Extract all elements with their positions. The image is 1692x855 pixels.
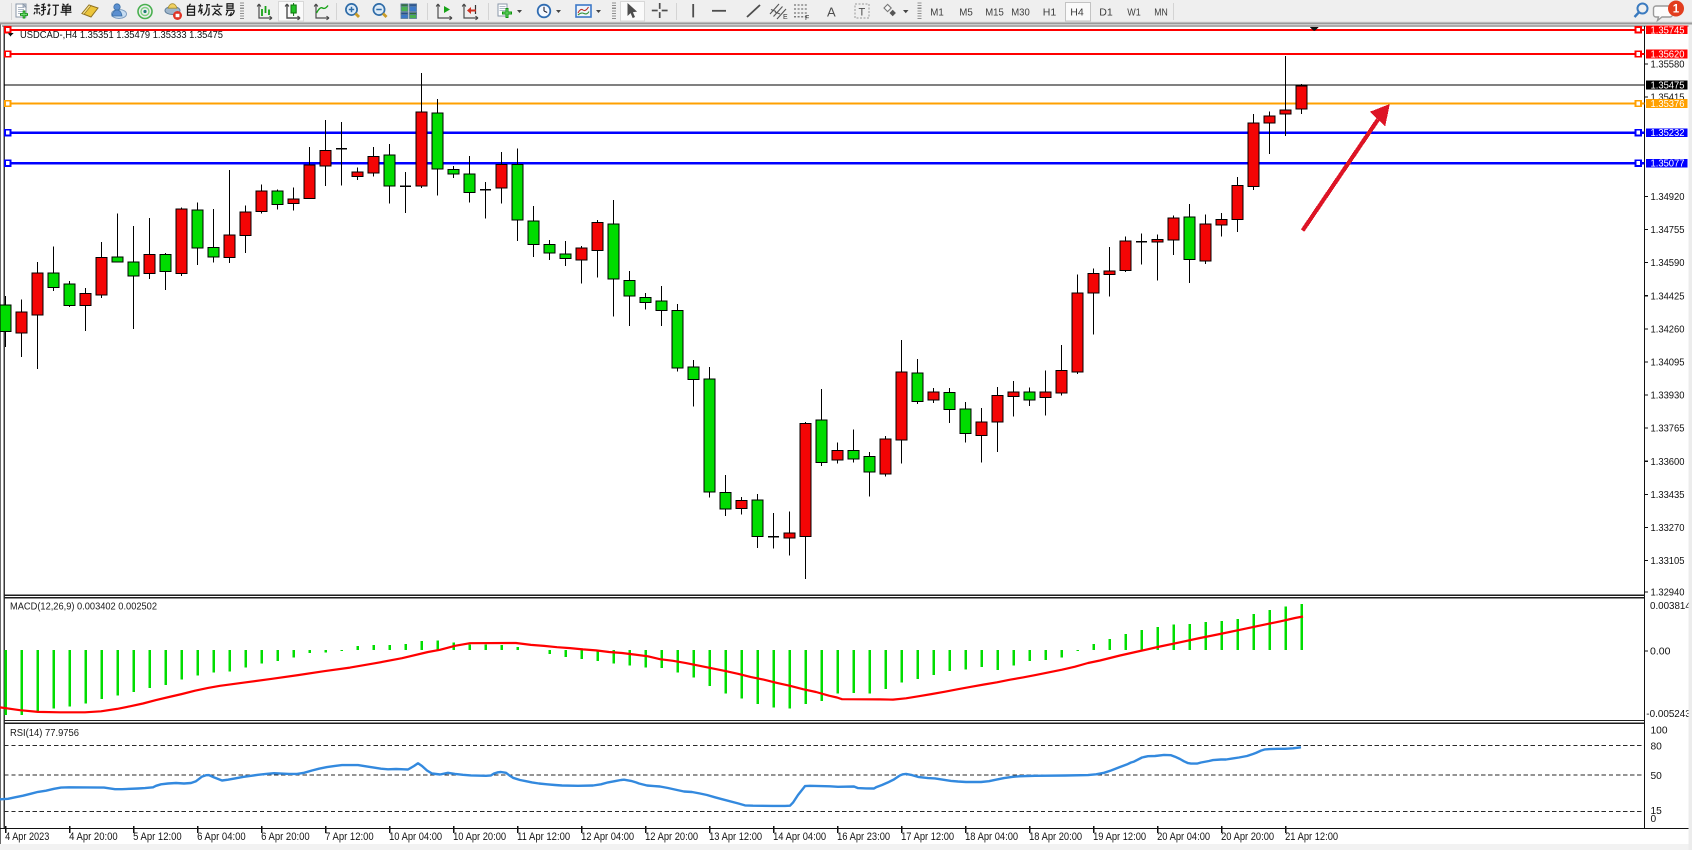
svg-text:MACD(12,26,9) 0.003402 0.00250: MACD(12,26,9) 0.003402 0.002502: [10, 602, 157, 613]
svg-text:4 Apr 20:00: 4 Apr 20:00: [69, 831, 118, 843]
svg-text:11 Apr 12:00: 11 Apr 12:00: [517, 831, 570, 843]
svg-text:1.34590: 1.34590: [1651, 258, 1685, 269]
svg-text:MN: MN: [1154, 6, 1168, 18]
svg-text:1.33600: 1.33600: [1651, 457, 1685, 468]
svg-text:4 Apr 2023: 4 Apr 2023: [5, 831, 49, 843]
svg-text:F: F: [805, 15, 809, 22]
svg-text:18 Apr 04:00: 18 Apr 04:00: [965, 831, 1018, 843]
svg-text:21 Apr 12:00: 21 Apr 12:00: [1285, 831, 1338, 843]
svg-text:5 Apr 12:00: 5 Apr 12:00: [133, 831, 182, 843]
svg-text:10 Apr 04:00: 10 Apr 04:00: [389, 831, 442, 843]
svg-text:12 Apr 20:00: 12 Apr 20:00: [645, 831, 698, 843]
svg-text:100: 100: [1651, 725, 1668, 736]
svg-text:1.35232: 1.35232: [1651, 128, 1685, 139]
svg-text:1.35580: 1.35580: [1651, 60, 1685, 71]
svg-text:W1: W1: [1127, 6, 1141, 18]
svg-text:RSI(14) 77.9756: RSI(14) 77.9756: [10, 728, 79, 739]
svg-text:6 Apr 04:00: 6 Apr 04:00: [197, 831, 246, 843]
svg-text:80: 80: [1651, 742, 1663, 753]
svg-text:0: 0: [1651, 814, 1657, 825]
svg-text:1.34095: 1.34095: [1651, 358, 1685, 369]
svg-text:-0.005243: -0.005243: [1646, 709, 1691, 720]
svg-text:T: T: [859, 7, 866, 19]
svg-text:1.35620: 1.35620: [1651, 50, 1685, 61]
svg-text:1.33270: 1.33270: [1651, 523, 1685, 534]
svg-text:E: E: [783, 14, 788, 21]
svg-text:10 Apr 20:00: 10 Apr 20:00: [453, 831, 506, 843]
svg-text:19 Apr 12:00: 19 Apr 12:00: [1093, 831, 1146, 843]
svg-text:D1: D1: [1099, 6, 1113, 18]
svg-text:1.33930: 1.33930: [1651, 391, 1685, 402]
svg-text:13 Apr 12:00: 13 Apr 12:00: [709, 831, 762, 843]
svg-text:1.35077: 1.35077: [1651, 159, 1685, 170]
svg-text:1: 1: [1673, 4, 1680, 16]
svg-text:0.003814: 0.003814: [1650, 601, 1691, 612]
svg-text:M5: M5: [959, 6, 973, 18]
svg-text:1.33765: 1.33765: [1651, 424, 1685, 435]
svg-text:1.34425: 1.34425: [1651, 291, 1685, 302]
svg-text:A: A: [827, 5, 836, 20]
svg-text:17 Apr 12:00: 17 Apr 12:00: [901, 831, 954, 843]
svg-text:M15: M15: [985, 6, 1004, 18]
svg-text:M30: M30: [1011, 6, 1030, 18]
svg-text:1.35745: 1.35745: [1651, 25, 1685, 36]
svg-text:1.35415: 1.35415: [1651, 93, 1685, 104]
svg-text:18 Apr 20:00: 18 Apr 20:00: [1029, 831, 1082, 843]
svg-text:7 Apr 12:00: 7 Apr 12:00: [325, 831, 374, 843]
svg-text:1.34920: 1.34920: [1651, 192, 1685, 203]
svg-text:1.33105: 1.33105: [1651, 556, 1685, 567]
svg-text:1.33435: 1.33435: [1651, 490, 1685, 501]
svg-text:12 Apr 04:00: 12 Apr 04:00: [581, 831, 634, 843]
svg-text:20 Apr 20:00: 20 Apr 20:00: [1221, 831, 1274, 843]
svg-text:M1: M1: [930, 6, 944, 18]
svg-text:USDCAD-,H4 1.35351 1.35479 1.: USDCAD-,H4 1.35351 1.35479 1.35333 1.354…: [20, 30, 223, 41]
svg-text:1.34755: 1.34755: [1651, 225, 1685, 236]
svg-text:1.35376: 1.35376: [1651, 99, 1685, 110]
svg-text:H4: H4: [1070, 6, 1084, 18]
svg-text:1.35475: 1.35475: [1651, 81, 1685, 92]
svg-text:15: 15: [1651, 806, 1663, 817]
svg-text:50: 50: [1651, 771, 1663, 782]
svg-text:0.00: 0.00: [1650, 646, 1671, 657]
svg-text:20 Apr 04:00: 20 Apr 04:00: [1157, 831, 1210, 843]
svg-text:1.34260: 1.34260: [1651, 324, 1685, 335]
svg-text:H1: H1: [1043, 6, 1057, 18]
svg-text:6 Apr 20:00: 6 Apr 20:00: [261, 831, 310, 843]
svg-text:1.32940: 1.32940: [1651, 588, 1685, 599]
svg-text:14 Apr 04:00: 14 Apr 04:00: [773, 831, 826, 843]
svg-text:16 Apr 23:00: 16 Apr 23:00: [837, 831, 890, 843]
